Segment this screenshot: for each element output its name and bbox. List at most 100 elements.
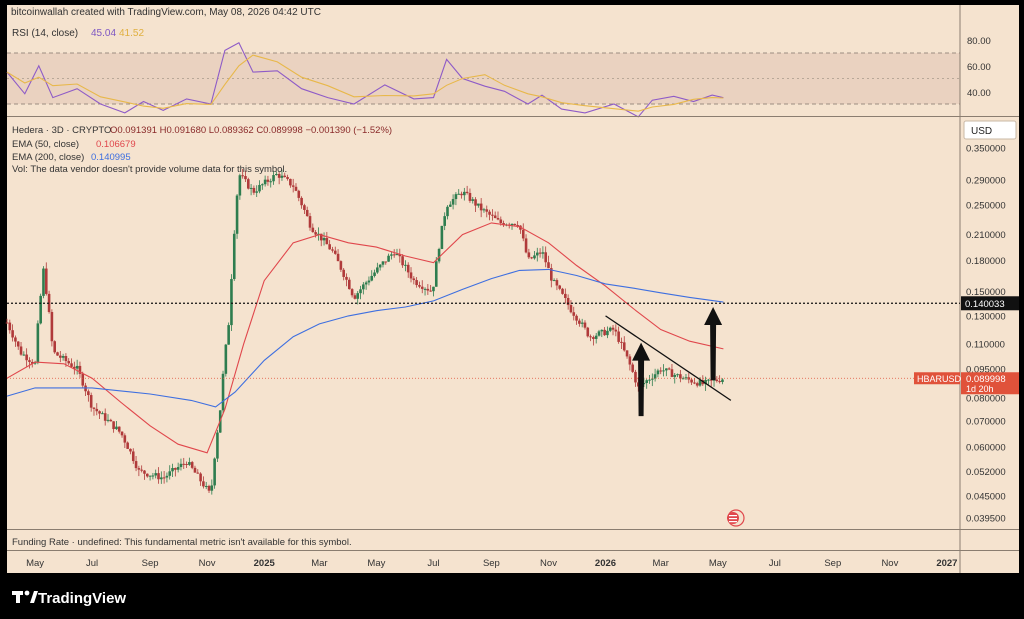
candle	[429, 284, 432, 292]
candle	[333, 246, 337, 255]
time-tick-label: May	[709, 558, 727, 569]
countdown-label: 1d 20h	[966, 384, 994, 394]
candle	[339, 260, 343, 272]
candle	[131, 448, 135, 464]
candle	[589, 334, 592, 342]
candle	[409, 267, 413, 283]
currency-button[interactable]	[963, 120, 1017, 140]
candle	[578, 318, 581, 327]
level-price-label: 0.140033	[965, 299, 1005, 310]
candle	[392, 249, 396, 258]
legend-volume-note: Vol: The data vendor doesn't provide vol…	[12, 164, 287, 175]
candle	[620, 337, 623, 350]
price-tick-label: 0.110000	[966, 340, 1005, 351]
candle	[185, 461, 188, 469]
candle	[277, 171, 281, 185]
candle	[600, 329, 604, 338]
candle	[176, 462, 180, 473]
candle	[162, 470, 166, 484]
candle	[420, 280, 424, 294]
candle	[235, 193, 239, 239]
candle	[693, 378, 696, 385]
candle	[347, 277, 351, 290]
candle	[148, 475, 152, 481]
annotations	[7, 302, 960, 417]
candle	[651, 373, 654, 387]
candle	[465, 185, 469, 195]
legend-ema200-value: 0.140995	[91, 152, 131, 163]
candle	[42, 266, 45, 299]
time-tick-label: Nov	[881, 558, 898, 569]
price-tick-label: 0.045000	[966, 491, 1006, 502]
candle	[707, 378, 710, 385]
candle	[272, 171, 275, 185]
time-tick-label: Nov	[199, 558, 216, 569]
rsi-ma-value: 41.52	[119, 28, 144, 39]
price-tag-label: 0.089998	[966, 374, 1006, 385]
candle	[437, 247, 441, 264]
level-price-tag: 0.140033	[961, 296, 1019, 311]
price-tick-label: 0.039500	[966, 513, 1006, 524]
rsi-series	[6, 42, 724, 118]
candle	[406, 262, 410, 278]
candle	[631, 362, 634, 373]
rsi-tick-60: 60.00	[967, 62, 991, 73]
candle	[120, 431, 124, 438]
candle	[87, 389, 90, 402]
candle	[221, 370, 225, 415]
candle	[22, 351, 26, 356]
time-tick-label: 2025	[254, 558, 276, 569]
candle	[662, 364, 665, 377]
candle	[50, 309, 54, 347]
time-tick-label: Sep	[142, 558, 159, 569]
event-flag-icon[interactable]	[727, 509, 745, 527]
candle	[286, 174, 289, 181]
price-tick-label: 0.080000	[966, 394, 1006, 405]
candle	[533, 251, 536, 260]
candle	[266, 175, 270, 186]
candle	[617, 326, 620, 344]
candle	[353, 293, 357, 300]
candle	[280, 169, 284, 181]
candle	[665, 368, 668, 377]
candle	[594, 332, 598, 344]
candle	[322, 232, 326, 246]
candle	[59, 351, 62, 363]
candle	[207, 484, 211, 494]
candle	[336, 249, 340, 262]
candle	[331, 246, 334, 253]
candle	[564, 288, 567, 304]
time-tick-label: Jul	[427, 558, 439, 569]
candle	[126, 441, 129, 449]
candle	[659, 367, 663, 375]
candle	[367, 276, 371, 286]
candle	[8, 319, 12, 334]
candle	[196, 469, 200, 474]
time-tick-label: May	[26, 558, 44, 569]
candle	[415, 277, 418, 288]
candle	[387, 253, 390, 262]
candle	[558, 284, 562, 291]
rsi-value: 45.04	[91, 28, 116, 39]
candle	[482, 207, 486, 213]
up-arrow-2	[704, 306, 723, 381]
candle	[202, 476, 205, 489]
candle	[555, 278, 559, 291]
candle	[530, 256, 533, 260]
candle	[210, 479, 214, 495]
candle	[11, 324, 14, 342]
candle	[238, 173, 242, 200]
candle	[426, 284, 430, 295]
candle	[53, 340, 56, 354]
candle	[345, 273, 348, 287]
candle	[423, 287, 427, 296]
price-tick-label: 0.095000	[966, 365, 1006, 376]
candle	[491, 209, 494, 221]
candle	[305, 206, 309, 217]
rsi-tick-80: 80.00	[967, 36, 991, 47]
candle	[479, 198, 483, 218]
candle	[468, 188, 472, 203]
candle	[73, 361, 76, 375]
legend-ema200-label: EMA (200, close)	[12, 152, 84, 163]
